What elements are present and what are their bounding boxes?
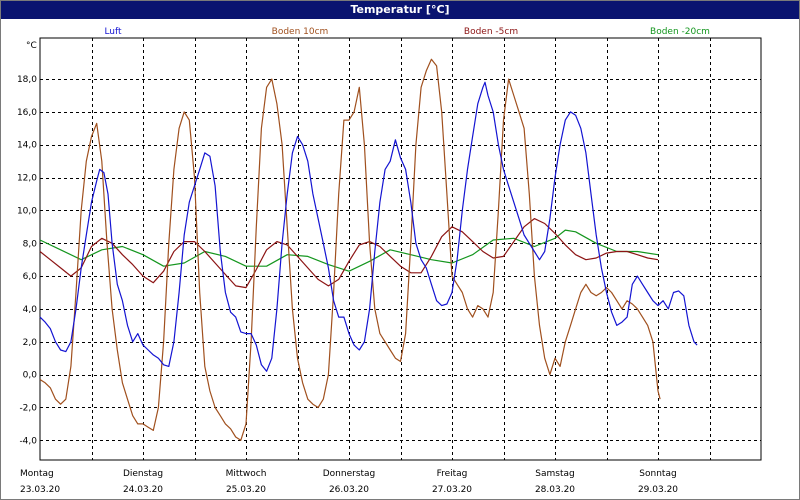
- x-tick-date: 26.03.20: [329, 485, 369, 495]
- x-tick-date: 29.03.20: [638, 485, 678, 495]
- y-tick-label: 6,0: [23, 272, 38, 282]
- legend-entry: Luft: [104, 27, 122, 37]
- x-tick-date: 28.03.20: [535, 485, 575, 495]
- series-line: [39, 218, 659, 289]
- series-line: [39, 58, 661, 441]
- x-tick-date: 24.03.20: [123, 485, 163, 495]
- y-tick-label: 0,0: [23, 371, 38, 381]
- x-tick-day: Sonntag: [639, 469, 676, 479]
- legend-entry: Boden -20cm: [650, 27, 710, 37]
- y-axis-unit: °C: [26, 41, 37, 51]
- plot-area: [39, 37, 762, 461]
- y-axis-ticks: 18,0 16,0 14,0 12,0 10,0 8,0 6,0 4,0 2,0 0,0 -2,0 -…: [17, 75, 37, 446]
- y-tick-label: 2,0: [23, 338, 38, 348]
- x-tick-day: Freitag: [437, 469, 468, 479]
- x-tick-day: Mittwoch: [226, 469, 267, 479]
- grid-lines: [40, 38, 761, 460]
- legend-entry: Boden 10cm: [272, 27, 329, 37]
- y-tick-label: 16,0: [17, 108, 37, 118]
- y-tick-label: 18,0: [17, 75, 37, 85]
- x-axis-ticks: Montag 23.03.20 Dienstag 24.03.20 Mittwoch 25…: [20, 469, 678, 495]
- y-tick-label: -2,0: [19, 403, 37, 413]
- chart-title: Temperatur [°C]: [1, 1, 799, 19]
- y-tick-label: 12,0: [17, 174, 37, 184]
- y-tick-label: 14,0: [17, 141, 37, 151]
- x-tick-day: Samstag: [535, 469, 574, 479]
- series-lines: [39, 58, 698, 441]
- x-tick-date: 27.03.20: [432, 485, 472, 495]
- legend-entry: Boden -5cm: [464, 27, 518, 37]
- x-tick-date: 25.03.20: [226, 485, 266, 495]
- y-tick-label: -4,0: [19, 436, 37, 446]
- x-tick-day: Donnerstag: [323, 469, 376, 479]
- x-tick-date: 23.03.20: [20, 485, 60, 495]
- series-line: [39, 81, 698, 372]
- series-line: [39, 229, 659, 272]
- y-tick-label: 10,0: [17, 206, 37, 216]
- x-tick-day: Dienstag: [123, 469, 163, 479]
- y-tick-label: 8,0: [23, 239, 38, 249]
- y-tick-label: 4,0: [23, 305, 38, 315]
- legend: Luft Boden 10cm Boden -5cm Boden -20cm: [104, 27, 710, 37]
- x-tick-day: Montag: [20, 469, 54, 479]
